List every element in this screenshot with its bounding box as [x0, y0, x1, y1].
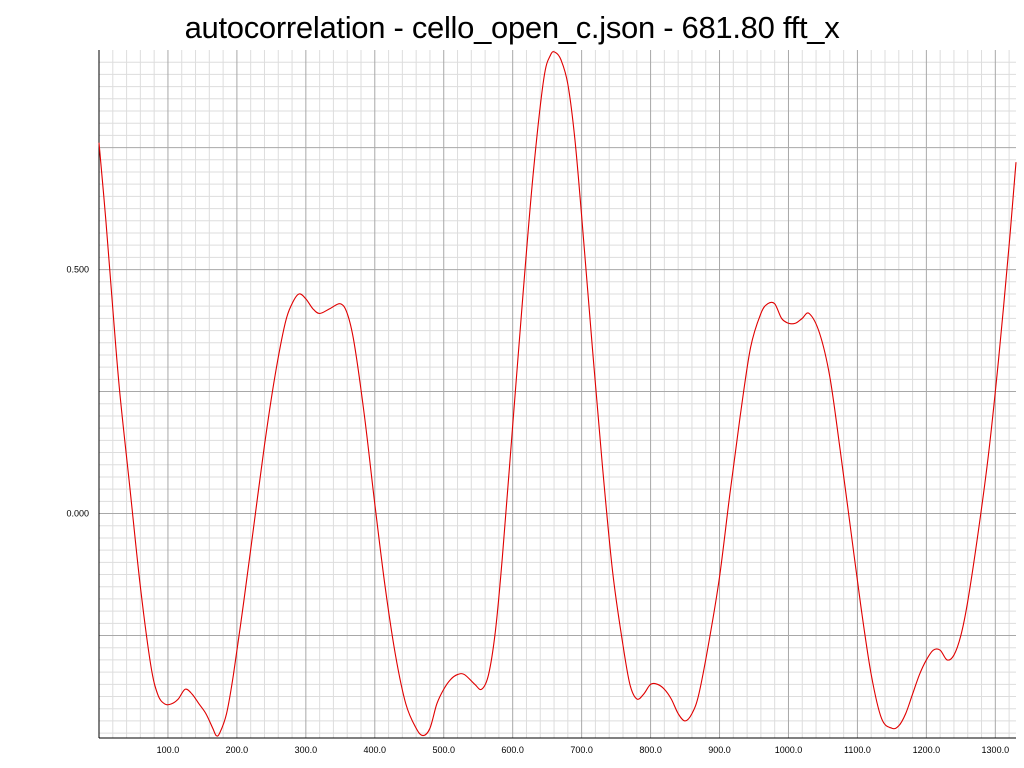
x-tick-label: 900.0: [708, 745, 731, 755]
tick-labels: 100.0 200.0 300.0 400.0 500.0 600.0 700.0 800.0…: [66, 265, 1009, 755]
series-layer: [98, 51, 1017, 737]
axes: [98, 50, 1016, 739]
x-tick-label: 400.0: [364, 745, 387, 755]
x-tick-label: 100.0: [157, 745, 180, 755]
x-tick-label: 1000.0: [775, 745, 803, 755]
y-tick-label: 0.500: [66, 265, 89, 275]
y-tick-label: 0.000: [66, 509, 89, 519]
series-line: [98, 51, 1017, 737]
x-tick-label: 1100.0: [844, 745, 871, 755]
x-tick-label: 300.0: [295, 745, 318, 755]
x-tick-label: 500.0: [432, 745, 455, 755]
x-tick-label: 600.0: [501, 745, 524, 755]
grid: [99, 50, 1016, 738]
chart-title: autocorrelation - cello_open_c.json - 68…: [184, 10, 840, 45]
x-tick-label: 1300.0: [982, 745, 1010, 755]
x-tick-label: 800.0: [639, 745, 662, 755]
x-tick-label: 700.0: [570, 745, 593, 755]
x-tick-label: 200.0: [226, 745, 249, 755]
x-tick-label: 1200.0: [913, 745, 941, 755]
